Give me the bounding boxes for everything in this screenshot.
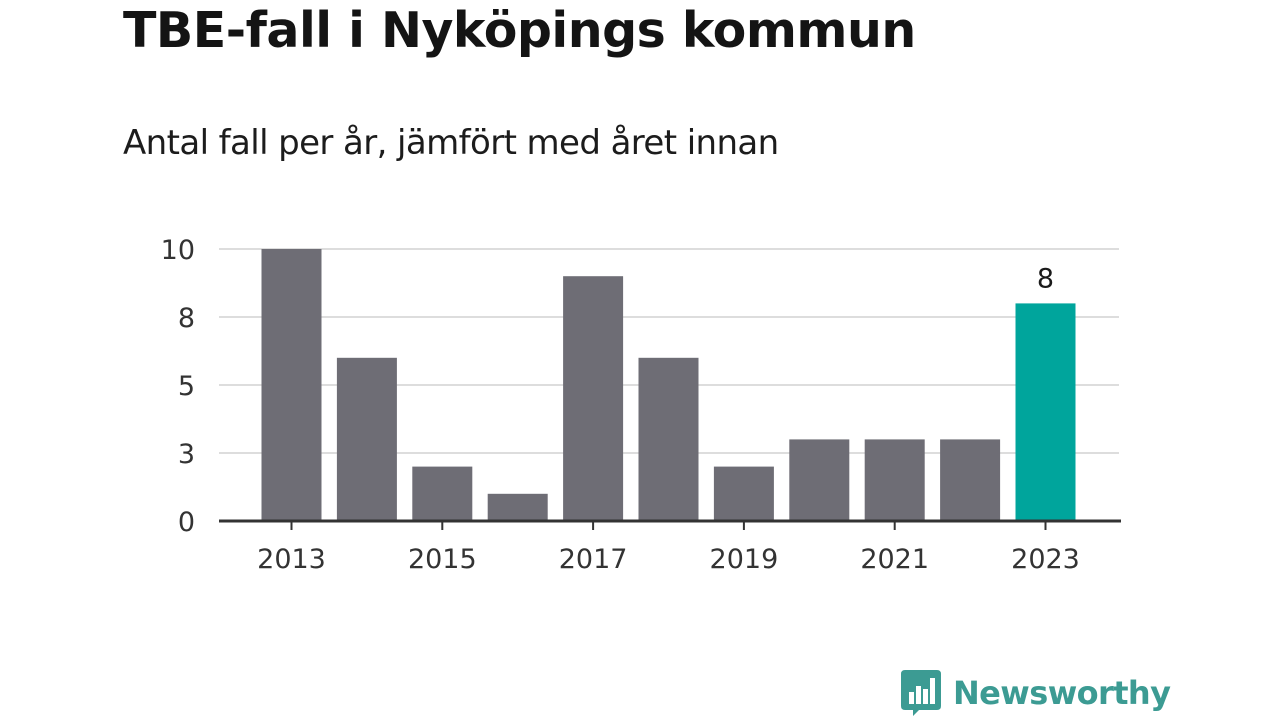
x-tick-label: 2013 [257,544,326,575]
chart-subtitle: Antal fall per år, jämfört med året inna… [123,123,779,163]
brand-name: Newsworthy [953,674,1171,712]
bar [336,357,397,521]
y-tick-label: 5 [178,371,195,402]
bars [261,249,1076,521]
x-axis-ticks: 2013 2015 2017 2019 2021 2023 [257,521,1080,575]
bar [412,466,473,521]
bar [713,466,774,521]
x-tick-label: 2015 [408,544,477,575]
x-tick-label: 2023 [1011,544,1080,575]
x-tick-label: 2019 [710,544,779,575]
y-tick-label: 0 [178,507,195,538]
bar [638,357,699,521]
bar [563,276,624,521]
value-labels: 8 [1037,263,1054,294]
x-tick-label: 2017 [559,544,628,575]
y-tick-label: 8 [178,303,195,334]
y-axis-ticks: 0 3 5 8 10 [161,235,195,538]
y-tick-label: 3 [178,439,195,470]
bar [261,249,322,521]
y-tick-label: 10 [161,235,195,266]
bar [487,493,548,521]
bar-highlight [1015,303,1076,521]
bar [940,439,1001,521]
bar [864,439,925,521]
chart-title: TBE-fall i Nyköpings kommun [123,2,916,59]
x-tick-label: 2021 [860,544,929,575]
bar [789,439,850,521]
newsworthy-brand: Newsworthy [901,670,1171,716]
data-label: 8 [1037,263,1054,294]
newsworthy-logo-icon [901,670,941,716]
